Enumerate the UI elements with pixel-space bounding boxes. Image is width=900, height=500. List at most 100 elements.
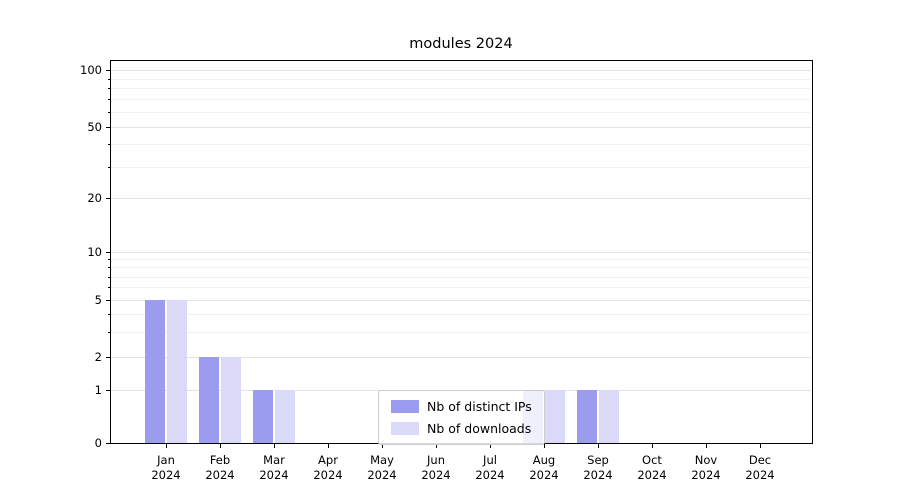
major-gridline — [111, 198, 811, 199]
minor-gridline — [111, 332, 811, 333]
x-tick-year: 2024 — [421, 468, 451, 482]
y-tick-mark — [106, 357, 110, 358]
legend-swatch-downloads — [391, 422, 419, 435]
major-gridline — [111, 300, 811, 301]
bar-distinct-ips — [145, 300, 165, 443]
y-tick-mark — [106, 252, 110, 253]
x-tick-mark — [166, 444, 167, 448]
y-tick-mark — [106, 300, 110, 301]
x-tick-mark — [598, 444, 599, 448]
minor-gridline — [111, 144, 811, 145]
y-tick-label: 20 — [87, 191, 102, 205]
bar-downloads — [599, 390, 619, 443]
x-tick-year: 2024 — [583, 468, 613, 482]
y-minor-tick-mark — [108, 287, 110, 288]
y-tick-label: 100 — [80, 63, 102, 77]
major-gridline — [111, 70, 811, 71]
x-tick-label: Jan 2024 — [139, 453, 193, 483]
x-tick-mark — [382, 444, 383, 448]
bar-downloads — [221, 357, 241, 443]
legend-label-downloads: Nb of downloads — [427, 421, 532, 436]
minor-gridline — [111, 277, 811, 278]
y-tick-mark — [106, 70, 110, 71]
bar-distinct-ips — [577, 390, 597, 443]
y-minor-tick-mark — [108, 112, 110, 113]
x-tick-label: Apr 2024 — [301, 453, 355, 483]
minor-gridline — [111, 99, 811, 100]
chart-title: modules 2024 — [409, 36, 513, 52]
y-minor-tick-mark — [108, 277, 110, 278]
minor-gridline — [111, 79, 811, 80]
y-minor-tick-mark — [108, 314, 110, 315]
legend-item-downloads: Nb of downloads — [391, 421, 532, 436]
x-tick-mark — [274, 444, 275, 448]
y-tick-mark — [106, 127, 110, 128]
x-tick-year: 2024 — [529, 468, 559, 482]
x-tick-mark — [490, 444, 491, 448]
x-tick-year: 2024 — [259, 468, 289, 482]
legend: Nb of distinct IPs Nb of downloads — [378, 390, 545, 445]
minor-gridline — [111, 112, 811, 113]
x-tick-year: 2024 — [691, 468, 721, 482]
x-tick-mark — [220, 444, 221, 448]
y-minor-tick-mark — [108, 332, 110, 333]
y-tick-label: 0 — [94, 436, 102, 450]
x-tick-year: 2024 — [367, 468, 397, 482]
y-minor-tick-mark — [108, 167, 110, 168]
x-tick-year: 2024 — [151, 468, 181, 482]
bar-distinct-ips — [253, 390, 273, 443]
x-tick-label: Mar 2024 — [247, 453, 301, 483]
y-tick-label: 10 — [87, 245, 102, 259]
legend-label-distinct-ips: Nb of distinct IPs — [427, 399, 532, 414]
y-minor-tick-mark — [108, 99, 110, 100]
x-tick-label: May 2024 — [355, 453, 409, 483]
minor-gridline — [111, 314, 811, 315]
major-gridline — [111, 357, 811, 358]
x-tick-year: 2024 — [205, 468, 235, 482]
x-tick-year: 2024 — [475, 468, 505, 482]
x-tick-mark — [544, 444, 545, 448]
x-tick-year: 2024 — [313, 468, 343, 482]
x-tick-mark — [706, 444, 707, 448]
bar-downloads — [167, 300, 187, 443]
x-tick-mark — [652, 444, 653, 448]
x-tick-label: Sep 2024 — [571, 453, 625, 483]
major-gridline — [111, 252, 811, 253]
y-tick-mark — [106, 198, 110, 199]
minor-gridline — [111, 259, 811, 260]
minor-gridline — [111, 287, 811, 288]
minor-gridline — [111, 267, 811, 268]
y-tick-label: 1 — [94, 383, 102, 397]
x-tick-label: Aug 2024 — [517, 453, 571, 483]
major-gridline — [111, 127, 811, 128]
x-tick-label: Nov 2024 — [679, 453, 733, 483]
x-tick-label: Oct 2024 — [625, 453, 679, 483]
bar-downloads — [275, 390, 295, 443]
x-tick-mark — [328, 444, 329, 448]
y-tick-label: 50 — [87, 120, 102, 134]
legend-item-distinct-ips: Nb of distinct IPs — [391, 399, 532, 414]
y-minor-tick-mark — [108, 267, 110, 268]
y-tick-label: 2 — [94, 350, 102, 364]
y-tick-label: 5 — [94, 293, 102, 307]
x-tick-mark — [436, 444, 437, 448]
y-minor-tick-mark — [108, 144, 110, 145]
minor-gridline — [111, 88, 811, 89]
x-tick-year: 2024 — [637, 468, 667, 482]
y-tick-mark — [106, 390, 110, 391]
bar-downloads — [545, 390, 565, 443]
y-minor-tick-mark — [108, 88, 110, 89]
x-tick-mark — [760, 444, 761, 448]
y-tick-mark — [106, 443, 110, 444]
x-tick-label: Feb 2024 — [193, 453, 247, 483]
legend-swatch-distinct-ips — [391, 400, 419, 413]
x-tick-label: Jun 2024 — [409, 453, 463, 483]
minor-gridline — [111, 167, 811, 168]
x-tick-year: 2024 — [745, 468, 775, 482]
bar-distinct-ips — [199, 357, 219, 443]
y-minor-tick-mark — [108, 259, 110, 260]
x-tick-label: Jul 2024 — [463, 453, 517, 483]
x-tick-label: Dec 2024 — [733, 453, 787, 483]
y-minor-tick-mark — [108, 79, 110, 80]
